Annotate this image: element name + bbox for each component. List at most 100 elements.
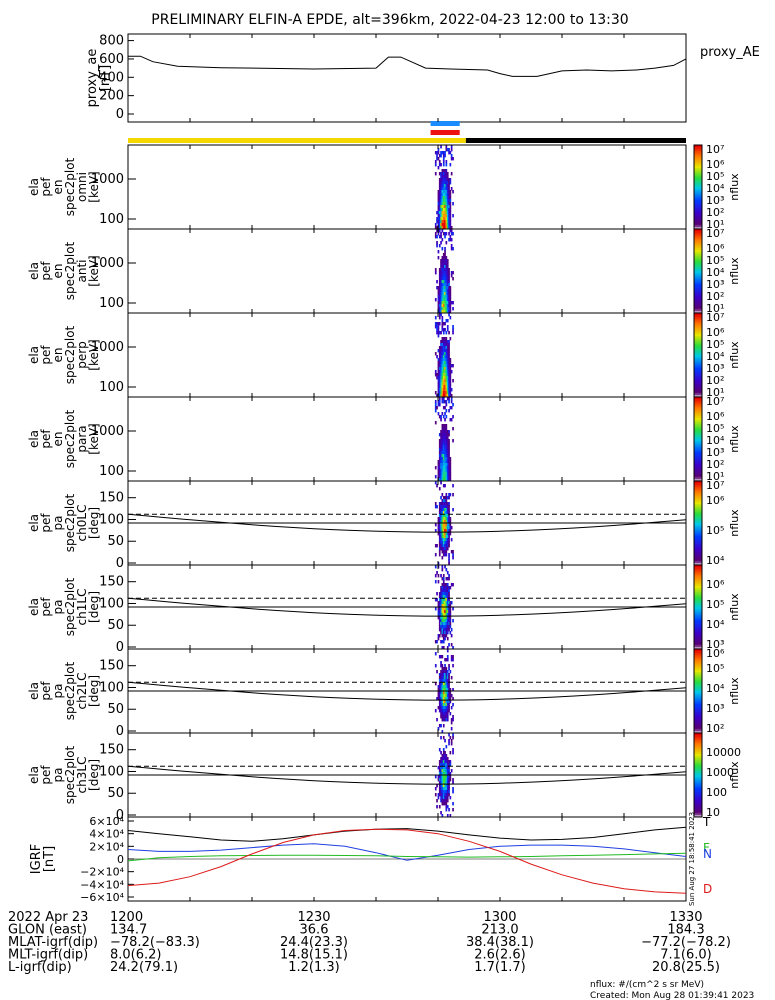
heatmap-cell: [444, 349, 446, 353]
ytick-label: 100: [99, 464, 124, 479]
colorbar-cell: [694, 428, 702, 432]
colorbar-cell: [694, 558, 702, 562]
heatmap-cell: [440, 772, 442, 776]
heatmap-cell: [442, 475, 445, 479]
heatmap-cell: [446, 478, 449, 482]
heatmap-cell: [440, 295, 442, 299]
heatmap-cell: [438, 313, 441, 317]
heatmap-cell: [450, 157, 453, 161]
colorbar-cell: [694, 678, 702, 681]
heatmap-cell: [448, 664, 450, 668]
heatmap-cell: [440, 466, 442, 470]
heatmap-cell: [446, 472, 449, 476]
heatmap-cell: [436, 328, 438, 332]
colorbar-cell: [694, 397, 702, 400]
heatmap-cell: [448, 496, 450, 500]
colorbar-cell: [694, 319, 702, 322]
colorbar-cell: [694, 655, 702, 658]
heatmap-cell: [438, 604, 441, 608]
heatmap-cell: [444, 337, 446, 341]
heatmap-cell: [438, 607, 441, 611]
heatmap-cell: [448, 673, 450, 677]
loss-cone-line: [127, 513, 687, 533]
heatmap-cell: [434, 598, 437, 602]
heatmap-cell: [442, 637, 445, 641]
heatmap-cell: [446, 319, 449, 323]
heatmap-cell: [436, 325, 438, 329]
heatmap-cell: [445, 163, 448, 167]
colorbar-cell: [694, 768, 702, 772]
heatmap-cell: [442, 529, 445, 533]
ytick-label: 50: [107, 618, 124, 633]
heatmap-cell: [449, 712, 452, 716]
heatmap-cell: [448, 535, 450, 539]
heatmap-cell: [445, 379, 448, 383]
footer-value: 2.6(2.6): [474, 948, 526, 963]
colorbar-cell: [694, 151, 702, 154]
ylabel-line: spec2plot: [63, 241, 77, 300]
heatmap-cell: [448, 346, 450, 350]
colorbar-title: nflux: [728, 677, 741, 705]
heatmap-cell: [444, 526, 446, 530]
heatmap-cell: [449, 307, 452, 311]
heatmap-cell: [440, 472, 442, 476]
heatmap-cell: [445, 607, 448, 611]
ylabel-line: en: [51, 264, 65, 279]
ytick-label: 150: [99, 575, 124, 590]
colorbar-cell: [694, 793, 702, 797]
heatmap-cell: [440, 544, 442, 548]
heatmap-cell: [442, 322, 445, 326]
colorbar-cell: [694, 201, 702, 205]
colorbar-title: nflux: [728, 425, 741, 453]
heatmap-cell: [448, 667, 450, 671]
heatmap-cell: [438, 769, 441, 773]
heatmap-cell: [445, 697, 448, 701]
heatmap-cell: [440, 751, 442, 755]
heatmap-cell: [445, 181, 448, 185]
heatmap-cell: [448, 784, 450, 788]
heatmap-cell: [449, 760, 452, 764]
heatmap-cell: [448, 184, 450, 188]
heatmap-cell: [437, 526, 440, 530]
panel-frame: [127, 312, 687, 398]
heatmap-cell: [441, 499, 444, 503]
heatmap-cell: [445, 199, 448, 203]
heatmap-cell: [434, 325, 437, 329]
heatmap-cell: [446, 262, 449, 266]
heatmap-cell: [442, 595, 445, 599]
heatmap-cell: [437, 256, 440, 260]
heatmap-cell: [441, 433, 444, 437]
heatmap-cell: [444, 301, 446, 305]
heatmap-cell: [441, 514, 444, 518]
ytick-label: −4×10⁴: [80, 878, 124, 891]
heatmap-cell: [441, 364, 444, 368]
colorbar-cell: [694, 447, 702, 450]
heatmap-cell: [440, 613, 442, 617]
heatmap-cell: [448, 511, 450, 515]
colorbar-cell: [694, 256, 702, 259]
heatmap-cell: [445, 343, 448, 347]
heatmap-cell: [442, 718, 445, 722]
heatmap-cell: [441, 178, 444, 182]
heatmap-cell: [442, 388, 445, 392]
heatmap-cell: [444, 760, 446, 764]
colorbar-cell: [694, 287, 702, 291]
heatmap-cell: [438, 211, 441, 215]
heatmap-cell: [448, 643, 450, 647]
heatmap-cell: [442, 511, 445, 515]
heatmap-cell: [452, 214, 454, 218]
heatmap-cell: [441, 640, 444, 644]
heatmap-cell: [446, 283, 449, 287]
heatmap-cell: [440, 688, 442, 692]
heatmap-cell: [441, 190, 444, 194]
colorbar-cell: [694, 218, 702, 222]
heatmap-cell: [446, 352, 449, 356]
heatmap-cell: [448, 451, 450, 455]
heatmap-cell: [437, 727, 440, 731]
heatmap-cell: [442, 532, 445, 536]
heatmap-cell: [445, 172, 448, 176]
heatmap-cell: [444, 391, 446, 395]
heatmap-cell: [449, 394, 452, 398]
colorbar-cell: [694, 775, 702, 778]
